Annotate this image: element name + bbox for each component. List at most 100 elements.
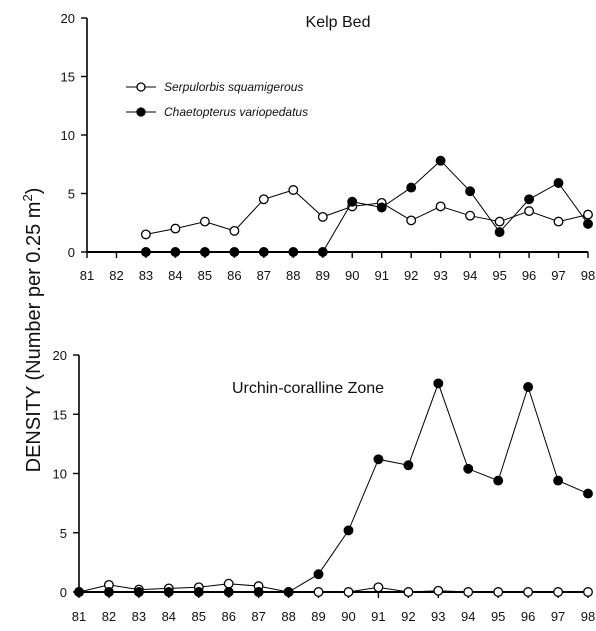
urchin-x-tick-label: 81 [72,609,86,624]
kelp-bed-x-tick-label: 93 [433,268,447,283]
urchin-serpulorbis-line [78,583,588,593]
kelp-bed-serpulorbis-point [494,216,505,227]
kelp-bed-y-tick-label: 5 [68,187,75,202]
kelp-bed-chaetopterus-point [553,178,564,188]
kelp-bed-serpulorbis-point [317,211,328,222]
kelp-bed-chaetopterus-point [170,247,181,257]
urchin-chaetopterus-point [163,587,174,597]
urchin-x-tick-label: 98 [581,609,595,624]
urchin-x-tick-label: 96 [521,609,535,624]
urchin-serpulorbis-point [583,587,593,597]
urchin-x-tick-label: 88 [281,609,295,624]
urchin-chaetopterus-point [103,587,114,597]
kelp-bed-serpulorbis-point [170,223,181,234]
kelp-bed-x-tick-label: 91 [374,268,388,283]
kelp-bed-x-tick-label: 97 [551,268,565,283]
kelp-bed-x-tick-label: 94 [463,268,477,283]
kelp-bed-x-tick-label: 95 [492,268,506,283]
urchin-x-tick-label: 85 [192,609,206,624]
kelp-bed-x-tick-label: 85 [198,268,212,283]
urchin-serpulorbis-point [523,587,534,597]
urchin-x-tick-label: 84 [162,609,176,624]
legend: Serpulorbis squamigerous Chaetopterus va… [126,80,308,119]
urchin-x-tick-label: 86 [221,609,235,624]
kelp-bed-serpulorbis-point [199,216,210,227]
legend-serpulorbis-marker [136,82,146,92]
urchin-serpulorbis-point [463,587,474,597]
kelp-bed-y-tick-label: 10 [61,128,75,143]
kelp-bed-chaetopterus-point [199,247,210,257]
urchin-chaetopterus-point [403,460,414,471]
kelp-bed-chaetopterus-point [140,247,151,257]
kelp-bed-chaetopterus-point [435,155,446,166]
kelp-bed-serpulorbis-point [583,209,593,220]
kelp-bed-x-tick-label: 84 [168,268,182,283]
urchin-x-tick-label: 87 [251,609,265,624]
urchin-chaetopterus-point [343,525,354,536]
kelp-bed-serpulorbis-line [145,189,589,235]
y-axis-label: DENSITY (Number per 0.25 m2) [20,188,45,473]
urchin-chaetopterus-point [463,463,474,474]
kelp-bed-chaetopterus-point [524,194,535,205]
urchin-title: Urchin-coralline Zone [232,380,384,397]
kelp-bed-chaetopterus-point [583,218,593,229]
kelp-bed-serpulorbis-point [465,210,476,221]
kelp-bed-x-tick-label: 83 [139,268,153,283]
kelp-bed-x-tick-label: 98 [581,268,595,283]
kelp-bed-x-tick-label: 88 [286,268,300,283]
kelp-bed-y-tick-label: 0 [68,245,75,260]
urchin-serpulorbis-point [223,578,234,589]
kelp-bed-chaetopterus-line [145,160,589,253]
kelp-bed-x-tick-label: 87 [257,268,271,283]
kelp-bed-serpulorbis-point [553,216,564,227]
kelp-bed-y-tick-label: 15 [61,70,75,85]
kelp-bed-chaetopterus-point [376,202,387,213]
kelp-bed-x-tick-label: 86 [227,268,241,283]
kelp-bed-serpulorbis-point [258,194,269,205]
urchin-x-tick-label: 91 [371,609,385,624]
kelp-bed-chaetopterus-point [494,227,505,238]
urchin-x-tick-label: 82 [102,609,116,624]
urchin-chaetopterus-point [283,587,294,597]
kelp-bed-serpulorbis-point [524,206,535,217]
urchin-x-tick-label: 95 [491,609,505,624]
urchin-y-tick-label: 5 [60,526,67,541]
urchin-x-tick-label: 97 [551,609,565,624]
legend-chaetopterus-label: Chaetopterus variopedatus [164,105,308,119]
urchin-serpulorbis-point [343,587,354,597]
urchin-y-tick-label: 15 [53,407,67,422]
kelp-bed-y-tick-label: 20 [61,11,75,26]
urchin-chaetopterus-point [433,378,444,389]
kelp-bed-chaetopterus-point [288,247,299,257]
urchin-chaetopterus-point [313,569,324,580]
kelp-bed-serpulorbis-point [435,201,446,212]
urchin-chaetopterus-point [223,587,234,597]
kelp-bed-chaetopterus-point [229,247,240,257]
urchin-chaetopterus-point [74,587,84,597]
kelp-bed-x-tick-label: 96 [522,268,536,283]
kelp-bed-serpulorbis-point [229,225,240,236]
urchin-chaetopterus-point [493,475,504,486]
urchin-serpulorbis-point [403,587,414,597]
kelp-bed-title: Kelp Bed [306,14,371,31]
urchin-serpulorbis-point [433,585,444,596]
urchin-chaetopterus-point [133,587,144,597]
urchin-x-tick-label: 89 [311,609,325,624]
kelp-bed-x-tick-label: 92 [404,268,418,283]
kelp-bed-chaetopterus-point [347,196,358,207]
kelp-bed-x-tick-label: 82 [109,268,123,283]
urchin-x-tick-label: 94 [461,609,475,624]
urchin-x-tick-label: 93 [431,609,445,624]
kelp-bed-chaetopterus-point [465,186,476,197]
kelp-bed-chaetopterus-point [406,182,417,193]
legend-chaetopterus-marker [136,107,146,117]
kelp-bed-x-tick-label: 81 [80,268,94,283]
urchin-serpulorbis-point [313,587,324,597]
kelp-bed-x-tick-label: 89 [316,268,330,283]
urchin-chaetopterus-point [583,488,593,499]
kelp-bed-serpulorbis-point [406,215,417,226]
urchin-chaetopterus-point [523,382,534,392]
urchin-y-tick-label: 10 [53,467,67,482]
urchin-chaetopterus-line [79,381,589,593]
